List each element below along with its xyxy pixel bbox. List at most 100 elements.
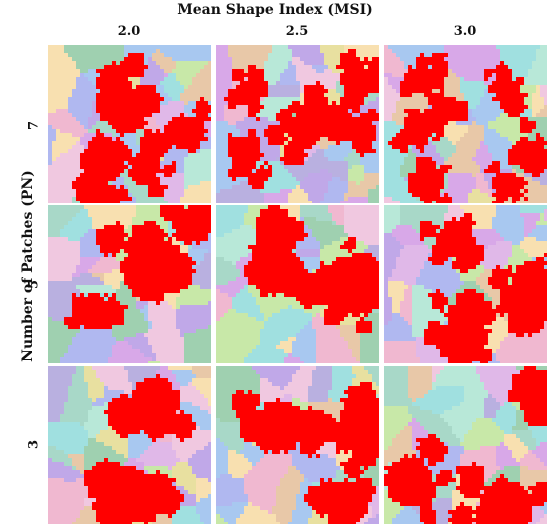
background-cell [56,105,60,109]
patch-cell [136,153,140,157]
background-cell [520,169,524,173]
background-cell [84,121,88,125]
patch-cell [444,169,448,173]
patch-cell [500,101,504,105]
patch-cell [300,121,304,125]
background-cell [272,149,276,153]
background-cell [272,185,276,189]
background-cell [532,77,536,81]
background-cell [156,77,160,81]
background-cell [216,193,220,197]
patch-cell [496,197,500,201]
background-cell [472,177,476,181]
patch-cell [436,109,440,113]
background-cell [260,49,264,53]
patch-cell [252,73,256,77]
background-cell [216,145,220,149]
background-cell [312,61,316,65]
patch-cell [76,197,80,201]
background-cell [312,169,316,173]
background-cell [384,121,388,125]
patch-cell [152,85,156,89]
background-cell [156,205,160,209]
background-cell [124,173,128,177]
background-cell [456,177,460,181]
patch-cell [416,85,420,89]
background-cell [284,165,288,169]
background-cell [136,209,140,213]
background-cell [256,197,260,201]
patch-cell [524,121,528,125]
patch-cell [508,81,512,85]
background-cell [484,125,488,129]
background-cell [260,45,264,49]
background-cell [248,125,252,129]
background-cell [208,177,211,181]
background-cell [228,77,232,81]
patch-cell [460,117,464,121]
patch-cell [424,129,428,133]
patch-cell [496,77,500,81]
background-cell [248,121,252,125]
background-cell [384,141,388,145]
patch-cell [404,77,408,81]
background-cell [344,49,348,53]
patch-cell [244,165,248,169]
background-cell [104,57,108,61]
background-cell [132,189,136,193]
patch-cell [540,157,544,161]
background-cell [52,137,56,141]
background-cell [216,77,220,81]
background-cell [120,177,124,181]
patch-cell [120,189,124,193]
background-cell [416,197,420,201]
background-cell [268,101,272,105]
patch-cell [124,85,128,89]
patch-cell [172,125,176,129]
background-cell [216,81,220,85]
background-cell [468,77,472,81]
background-cell [336,101,340,105]
background-cell [244,125,248,129]
background-cell [524,201,528,203]
patch-cell [264,85,268,89]
background-cell [60,45,64,49]
patch-cell [96,181,100,185]
background-cell [48,109,52,113]
background-cell [304,69,308,73]
background-cell [336,177,340,181]
patch-cell [444,121,448,125]
patch-cell [124,117,128,121]
background-cell [260,137,264,141]
patch-cell [120,85,124,89]
patch-cell [84,201,88,203]
background-cell [436,49,440,53]
patch-cell [104,177,108,181]
background-cell [60,65,64,69]
background-cell [300,45,304,49]
background-cell [184,89,188,93]
background-cell [536,45,540,49]
background-cell [304,57,308,61]
background-cell [124,49,128,53]
background-cell [284,185,288,189]
background-cell [388,81,392,85]
patch-cell [96,165,100,169]
background-cell [284,141,288,145]
patch-cell [112,153,116,157]
background-cell [296,197,300,201]
background-cell [220,133,224,137]
patch-cell [348,137,352,141]
patch-cell [356,77,360,81]
background-cell [276,189,280,193]
patch-cell [432,185,436,189]
background-cell [368,169,372,173]
background-cell [536,93,540,97]
background-cell [68,201,72,203]
background-cell [400,185,404,189]
patch-cell [428,101,432,105]
patch-cell [112,73,116,77]
patch-cell [424,65,428,69]
background-cell [224,101,228,105]
background-cell [104,61,108,65]
